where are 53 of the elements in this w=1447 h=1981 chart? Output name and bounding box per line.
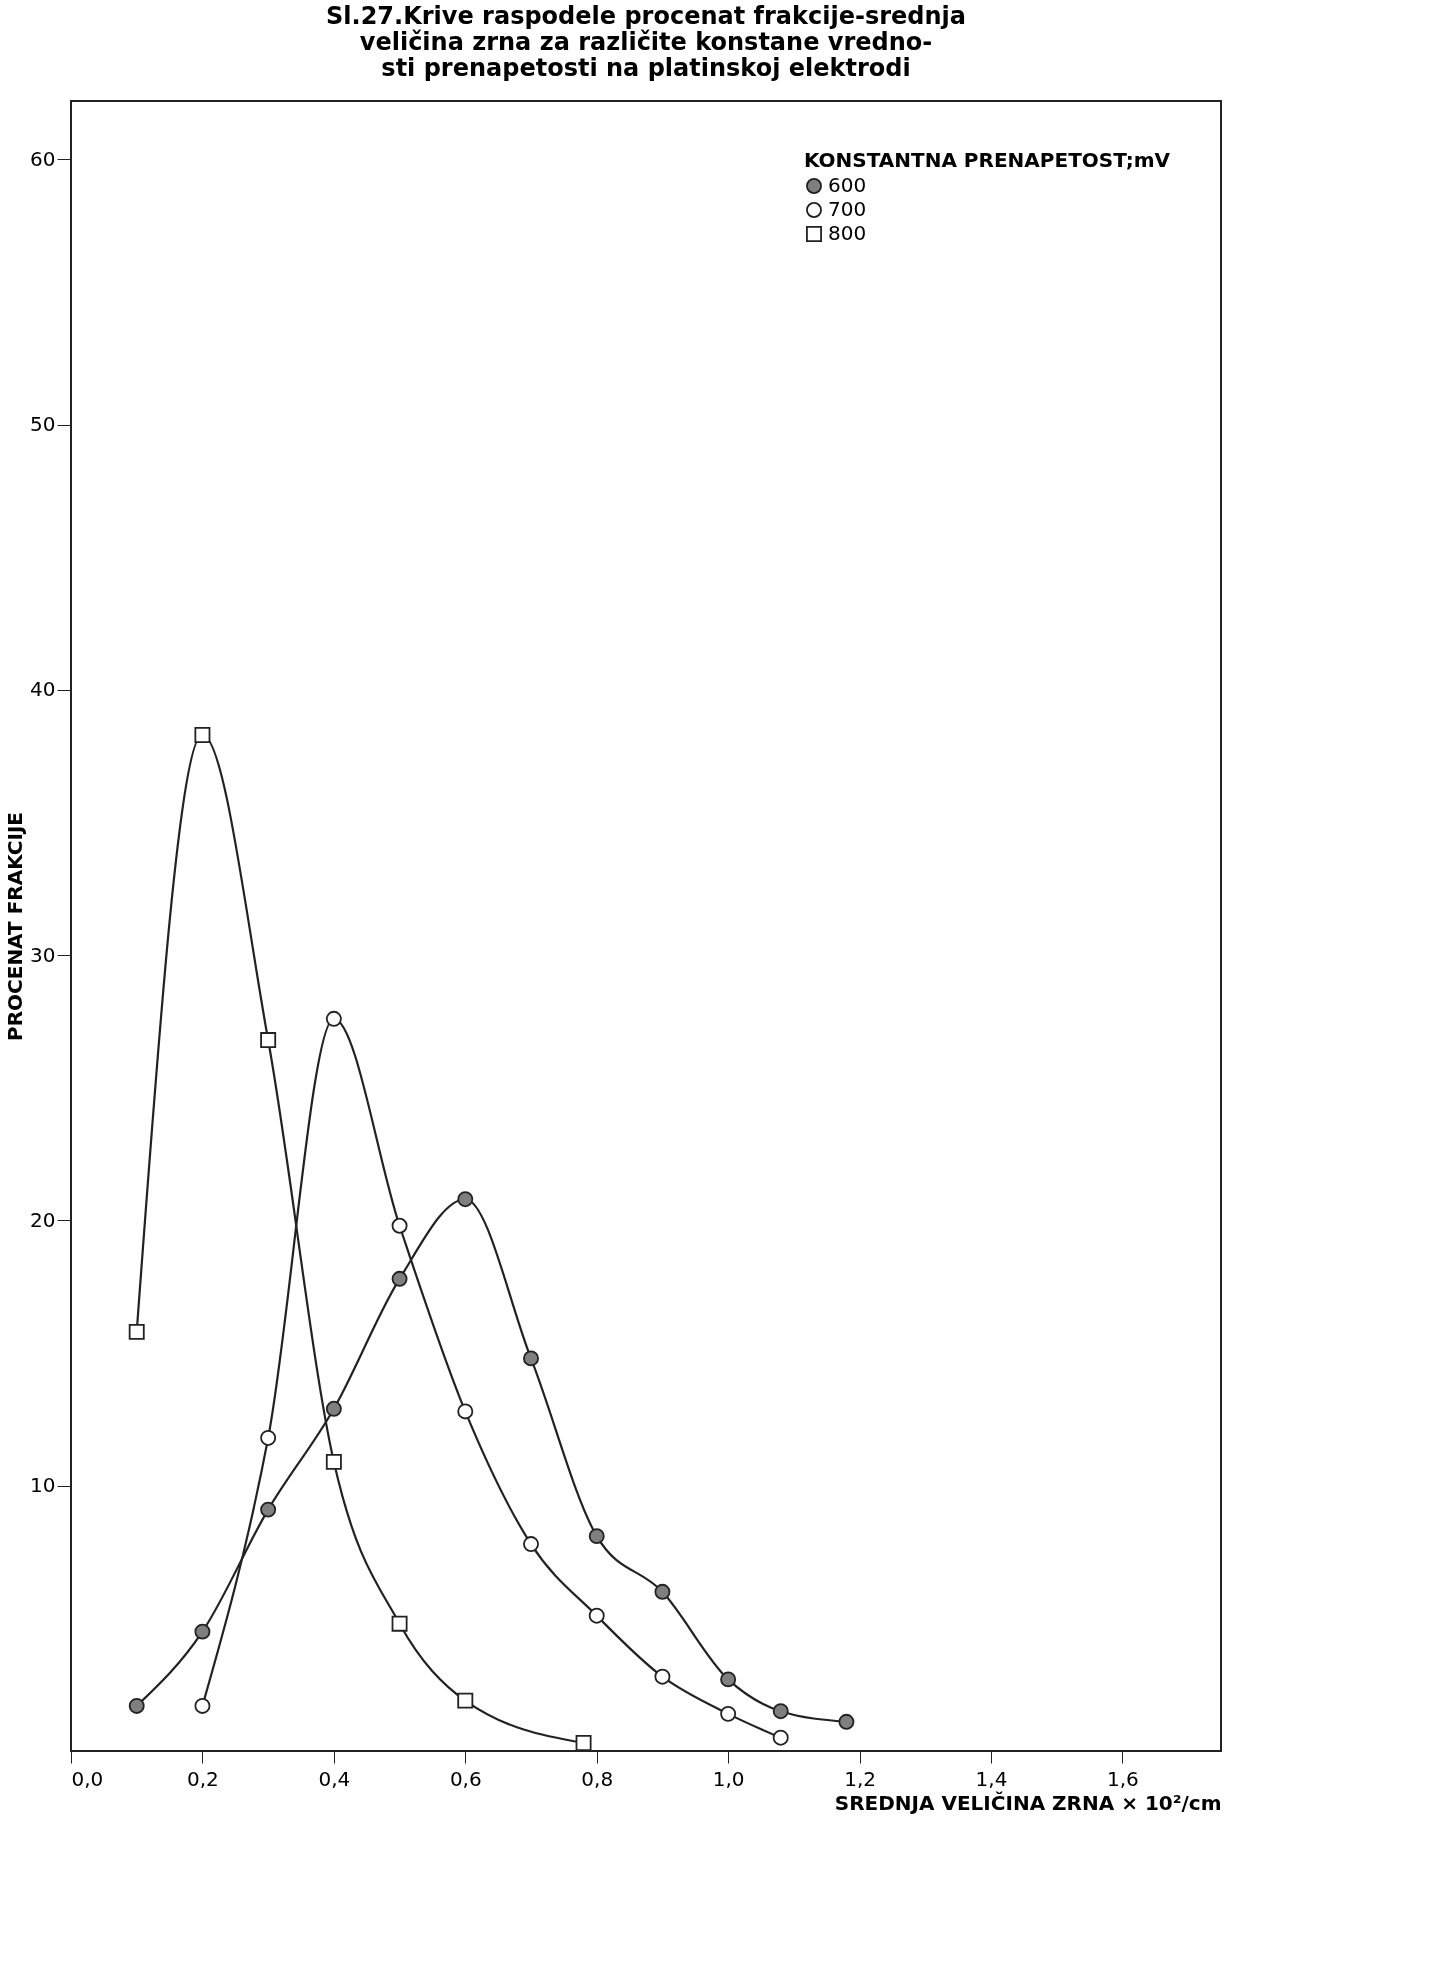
text: sti prenapetosti na platinskoj elektrodi: [381, 54, 911, 82]
x-tick-label: 0,2: [187, 1766, 219, 1791]
x-tick-label: 1,6: [1107, 1766, 1139, 1791]
point: [194, 1623, 211, 1640]
point: [575, 1735, 592, 1752]
point: [391, 1615, 408, 1632]
point: [457, 1403, 474, 1420]
x-tick-label: 0,6: [449, 1766, 482, 1791]
x-tick-label: 0,4: [318, 1766, 351, 1791]
point: [457, 1692, 474, 1709]
point: [194, 1697, 211, 1714]
y-axis-title: PROCENAT FRAKCIJE: [3, 811, 28, 1042]
y-tick-label: 50: [30, 412, 56, 437]
legend-label: 800: [828, 221, 867, 245]
legend-label: 600: [828, 173, 867, 197]
point: [720, 1705, 737, 1722]
point: [772, 1703, 789, 1720]
y-tick-label: 10: [30, 1473, 56, 1498]
text: veličina zrna za različite konstane vredno-: [359, 28, 933, 56]
y-tick-label: 40: [30, 677, 56, 702]
x-tick-label: 1,2: [844, 1766, 876, 1791]
point: [523, 1350, 539, 1367]
point: [260, 1032, 277, 1049]
point: [194, 727, 211, 743]
text: Sl.27.Krive raspodele procenat frakcije-srednja: [326, 2, 966, 30]
x-tick-label: 0,8: [581, 1766, 614, 1791]
x-tick-label: 1,0: [712, 1766, 745, 1791]
y-tick-label: 60: [30, 146, 56, 171]
point: [325, 1400, 342, 1417]
point: [772, 1729, 789, 1746]
point: [654, 1668, 671, 1685]
y-tick-label: 20: [30, 1207, 56, 1232]
point: [654, 1583, 671, 1600]
point: [588, 1607, 605, 1624]
y-tick-label: 30: [30, 942, 56, 967]
point: [260, 1501, 277, 1518]
point: [325, 1010, 342, 1027]
point: [325, 1453, 342, 1470]
legend-title: KONSTANTNA PRENAPETOST;mV: [804, 148, 1171, 172]
legend-label: 700: [828, 197, 867, 221]
point: [720, 1671, 737, 1688]
x-tick-label: 1,4: [975, 1766, 1008, 1791]
point: [128, 1323, 145, 1340]
point: [838, 1713, 855, 1730]
x-tick-label: 0,0: [71, 1766, 104, 1791]
point: [128, 1697, 145, 1714]
x-axis-title: SREDNJA VELIČINA ZRNA × 10²/cm: [834, 1790, 1222, 1815]
point: [391, 1270, 408, 1287]
point: [391, 1217, 408, 1234]
point: [523, 1536, 539, 1553]
point: [588, 1528, 605, 1545]
point: [457, 1191, 474, 1208]
point: [260, 1430, 277, 1446]
